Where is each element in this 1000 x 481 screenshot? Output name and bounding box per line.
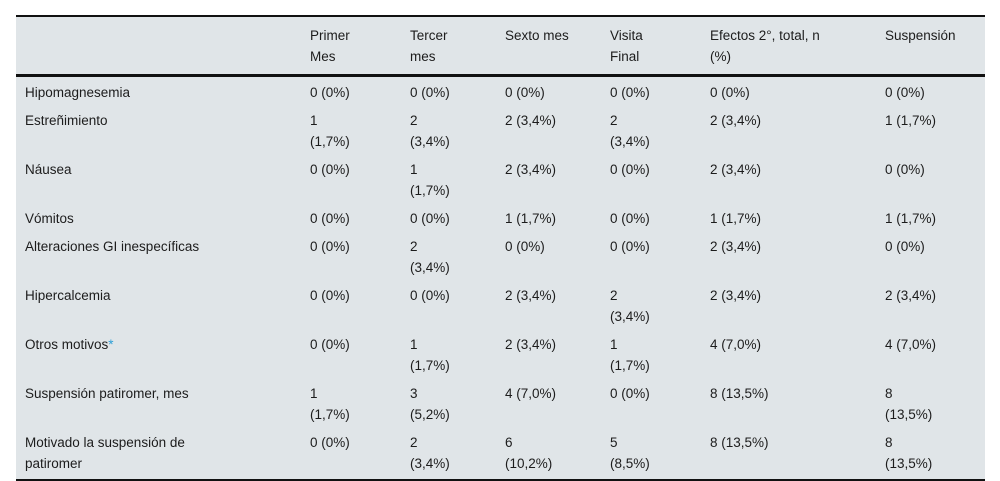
table-row: Vómitos 0 (0%) 0 (0%) 1 (1,7%) 0 (0%) 1 …: [16, 206, 985, 234]
cell: 2 (3,4%): [610, 113, 650, 149]
cell: 0 (0%): [610, 85, 650, 100]
cell: 0 (0%): [410, 85, 450, 100]
header-sexto-mes: Sexto mes: [505, 28, 569, 43]
cell: 2 (3,4%): [710, 288, 762, 303]
cell: 2 (3,4%): [710, 113, 762, 128]
table-body: Hipomagnesemia 0 (0%) 0 (0%) 0 (0%) 0 (0…: [16, 76, 985, 481]
table-row: Alteraciones GI inespecíficas 0 (0%) 2 (…: [16, 234, 985, 283]
table-row: Hipomagnesemia 0 (0%) 0 (0%) 0 (0%) 0 (0…: [16, 76, 985, 109]
cell: 2 (3,4%): [885, 288, 937, 303]
cell: 0 (0%): [310, 85, 350, 100]
cell: 0 (0%): [610, 211, 650, 226]
cell: 1 (1,7%): [310, 386, 350, 422]
cell: 2 (3,4%): [410, 113, 450, 149]
row-label-text: Otros motivos: [25, 337, 109, 352]
cell: 0 (0%): [710, 85, 750, 100]
header-suspension: Suspensión: [885, 28, 956, 43]
cell: 0 (0%): [505, 85, 545, 100]
table-header: Primer Mes Tercer mes Sexto mes Visita F…: [16, 16, 985, 76]
row-label: Otros motivos*: [16, 332, 310, 381]
adverse-effects-table: Primer Mes Tercer mes Sexto mes Visita F…: [16, 15, 985, 481]
cell: 2 (3,4%): [505, 162, 557, 177]
cell: 0 (0%): [410, 288, 450, 303]
cell: 0 (0%): [610, 386, 650, 401]
cell: 1 (1,7%): [885, 113, 937, 128]
cell: 2 (3,4%): [505, 288, 557, 303]
cell: 3 (5,2%): [410, 386, 450, 422]
header-empty: [16, 16, 310, 76]
cell: 0 (0%): [310, 288, 350, 303]
cell: 2 (3,4%): [710, 239, 762, 254]
cell: 0 (0%): [410, 211, 450, 226]
adverse-effects-table-container: Primer Mes Tercer mes Sexto mes Visita F…: [16, 15, 985, 481]
cell: 8 (13,5%): [885, 386, 933, 422]
cell: 0 (0%): [310, 337, 350, 352]
cell: 8 (13,5%): [885, 435, 933, 471]
cell: 1 (1,7%): [410, 337, 450, 373]
row-label: Hipomagnesemia: [25, 85, 131, 100]
cell: 0 (0%): [310, 211, 350, 226]
row-label: Hipercalcemia: [25, 288, 111, 303]
table-row: Motivado la suspensión de patiromer 0 (0…: [16, 430, 985, 480]
cell: 2 (3,4%): [410, 435, 450, 471]
cell: 0 (0%): [310, 435, 350, 450]
row-label: Motivado la suspensión de patiromer: [25, 435, 185, 471]
cell: 2 (3,4%): [610, 288, 650, 324]
row-label: Estreñimiento: [25, 113, 108, 128]
cell: 1 (1,7%): [410, 162, 450, 198]
cell: 8 (13,5%): [710, 386, 769, 401]
table-row: Estreñimiento 1 (1,7%) 2 (3,4%) 2 (3,4%)…: [16, 108, 985, 157]
table-row: Hipercalcemia 0 (0%) 0 (0%) 2 (3,4%) 2 (…: [16, 283, 985, 332]
cell: 0 (0%): [610, 239, 650, 254]
cell: 1 (1,7%): [885, 211, 937, 226]
row-label: Suspensión patiromer, mes: [25, 386, 189, 401]
cell: 6 (10,2%): [505, 435, 553, 471]
row-label: Alteraciones GI inespecíficas: [25, 239, 200, 254]
cell: 8 (13,5%): [710, 435, 769, 450]
cell: 0 (0%): [610, 162, 650, 177]
cell: 0 (0%): [505, 239, 545, 254]
cell: 1 (1,7%): [505, 211, 557, 226]
cell: 2 (3,4%): [505, 113, 557, 128]
table-row: Suspensión patiromer, mes 1 (1,7%) 3 (5,…: [16, 381, 985, 430]
cell: 4 (7,0%): [505, 386, 557, 401]
cell: 4 (7,0%): [710, 337, 762, 352]
cell: 2 (3,4%): [505, 337, 557, 352]
row-label: Náusea: [25, 162, 72, 177]
header-row: Primer Mes Tercer mes Sexto mes Visita F…: [16, 16, 985, 76]
cell: 0 (0%): [885, 85, 925, 100]
cell: 0 (0%): [885, 162, 925, 177]
footnote-asterisk: *: [108, 337, 114, 352]
cell: 0 (0%): [310, 239, 350, 254]
cell: 0 (0%): [885, 239, 925, 254]
cell: 1 (1,7%): [310, 113, 350, 149]
header-efectos-total: Efectos 2°, total, n (%): [710, 28, 820, 64]
header-primer-mes: Primer Mes: [310, 28, 350, 64]
cell: 5 (8,5%): [610, 435, 650, 471]
table-row: Otros motivos* 0 (0%) 1 (1,7%) 2 (3,4%) …: [16, 332, 985, 381]
cell: 1 (1,7%): [610, 337, 650, 373]
row-label: Vómitos: [25, 211, 74, 226]
header-tercer-mes: Tercer mes: [410, 28, 448, 64]
cell: 1 (1,7%): [710, 211, 762, 226]
cell: 2 (3,4%): [410, 239, 450, 275]
table-row: Náusea 0 (0%) 1 (1,7%) 2 (3,4%) 0 (0%) 2…: [16, 157, 985, 206]
cell: 4 (7,0%): [885, 337, 937, 352]
header-visita-final: Visita Final: [610, 28, 643, 64]
cell: 2 (3,4%): [710, 162, 762, 177]
cell: 0 (0%): [310, 162, 350, 177]
